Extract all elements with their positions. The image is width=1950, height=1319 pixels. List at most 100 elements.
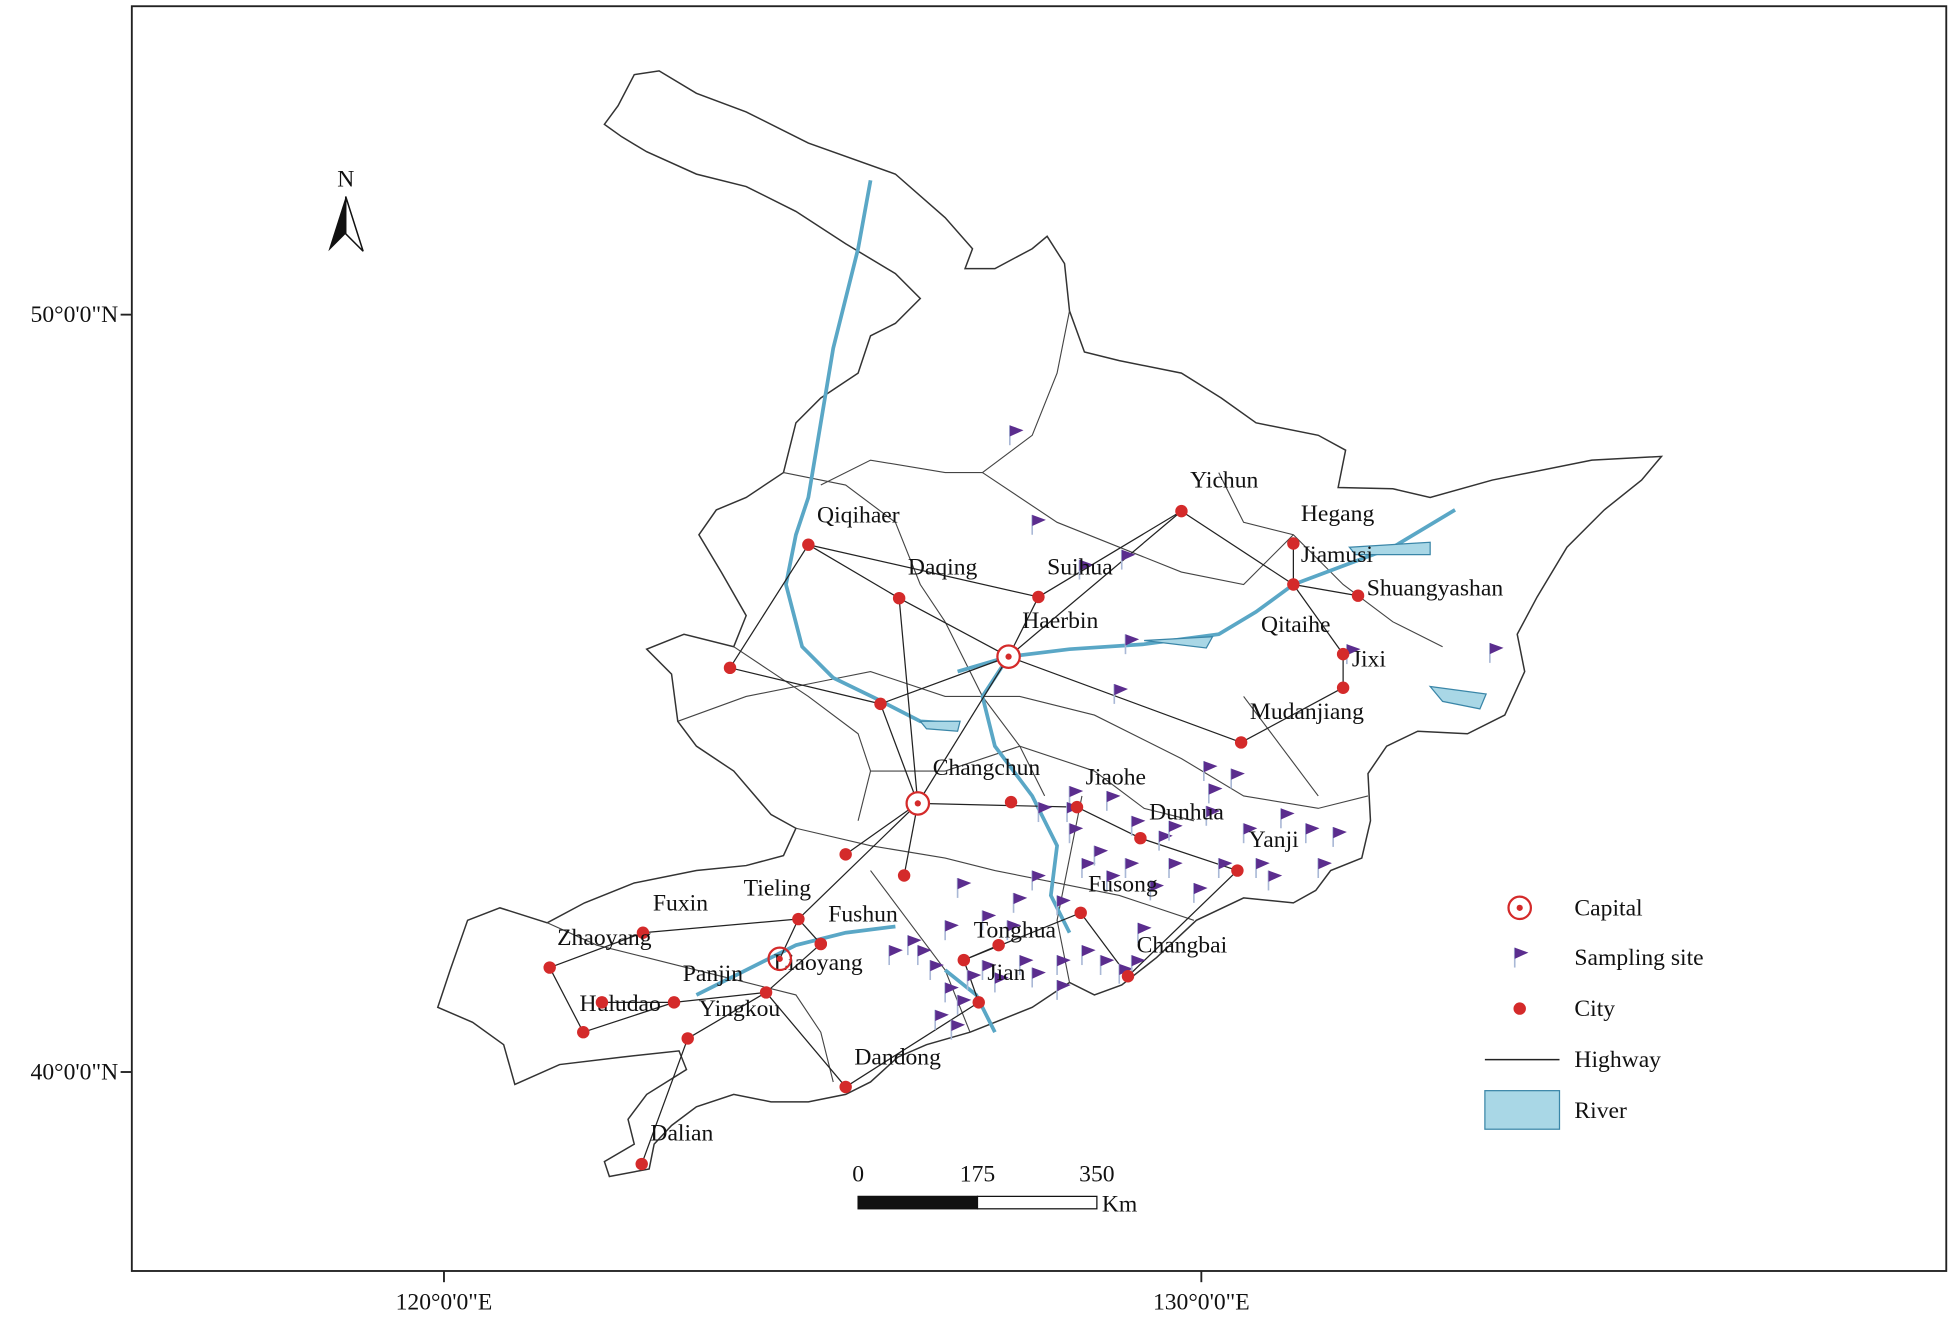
sampling-site (1100, 955, 1115, 967)
city-dot (1234, 736, 1248, 749)
highway (583, 1001, 675, 1033)
sampling-site (1032, 870, 1046, 882)
legend-label: City (1574, 996, 1615, 1022)
sampling-site (1069, 785, 1084, 798)
sampling-site (1013, 892, 1028, 905)
city-label: Yanji (1249, 827, 1300, 853)
city-dot (635, 1157, 648, 1171)
highway (549, 967, 584, 1033)
river (695, 924, 896, 997)
sampling-site (1206, 805, 1220, 818)
river (980, 655, 1072, 934)
legend-label: River (1574, 1098, 1627, 1124)
highway (687, 991, 767, 1039)
north-label: N (337, 167, 354, 193)
border (1218, 472, 1443, 648)
border (870, 745, 1195, 822)
sampling-site (1489, 642, 1504, 655)
sampling-site (994, 972, 1009, 984)
sampling-site (1057, 979, 1071, 992)
highway (1076, 806, 1141, 839)
sampling-site (1057, 895, 1071, 907)
sampling-site (1038, 802, 1053, 814)
highway (729, 544, 809, 669)
scale-tick-label: 350 (1079, 1161, 1114, 1187)
city-dot (792, 912, 805, 926)
city-dot (595, 996, 609, 1009)
lake (1348, 541, 1431, 556)
sampling-site (1305, 823, 1320, 835)
highway (1038, 510, 1182, 598)
city-dot (957, 953, 971, 967)
city-dot (1032, 590, 1045, 604)
border (783, 472, 946, 623)
sampling-site (1007, 920, 1022, 932)
highway (808, 544, 900, 599)
legend-label: Capital (1574, 895, 1643, 921)
legend-city (1513, 1002, 1526, 1015)
city-label: Changbai (1137, 933, 1228, 959)
lat-label: 50°0'0"N (31, 302, 119, 328)
border (795, 827, 1195, 921)
highway (898, 598, 919, 804)
capital-marker (767, 946, 793, 972)
border (820, 310, 1071, 486)
highway (879, 703, 919, 804)
sampling-site (1125, 858, 1140, 870)
city-dot (1175, 504, 1188, 518)
sampling-site (1243, 823, 1258, 835)
sampling-site (1256, 858, 1270, 870)
city-label: Qiqihaer (817, 502, 900, 528)
city-label: Huludao (580, 991, 661, 1017)
highway (641, 1038, 689, 1165)
border (733, 646, 872, 821)
sampling-site (957, 878, 972, 890)
border (677, 670, 1369, 809)
city-label: Jixi (1352, 647, 1387, 673)
city-dot (839, 1080, 852, 1094)
city-label: Mudanjiang (1250, 699, 1364, 725)
legend-river (1484, 1090, 1561, 1130)
sampling-site (982, 960, 997, 972)
city-label: Fuxin (653, 890, 708, 916)
scale-tick-label: 0 (852, 1161, 864, 1187)
city-label: Jiaohe (1086, 765, 1146, 791)
sampling-site (930, 960, 944, 972)
highway (845, 1001, 980, 1088)
sampling-site (1268, 870, 1283, 882)
sampling-site (935, 1009, 949, 1022)
highway (898, 597, 1009, 658)
city-dot (1121, 970, 1135, 983)
sampling-site (957, 994, 972, 1007)
city-dot (814, 937, 828, 951)
sampling-site (907, 935, 922, 947)
highway (1293, 583, 1359, 597)
highway (1181, 510, 1294, 586)
legend: Capital Sampling site City Highway River (1484, 895, 1704, 1130)
sampling-site (1169, 858, 1183, 870)
sampling-site (1150, 880, 1165, 892)
highway (917, 802, 1077, 808)
lake (1144, 636, 1214, 649)
sampling-site (1280, 808, 1295, 820)
sampling-site (1137, 922, 1152, 934)
highway (797, 802, 919, 920)
north-arrow-left (328, 196, 346, 252)
sampling-site (1125, 634, 1140, 646)
highway (1292, 584, 1344, 655)
highway (642, 918, 799, 934)
city-dot (1351, 589, 1365, 602)
lake (1428, 685, 1488, 710)
highway (1240, 687, 1344, 743)
city-label: Zhaoyang (557, 925, 652, 951)
city-dot (839, 848, 852, 861)
highway (765, 943, 822, 993)
sampling-site (1081, 945, 1096, 957)
sampling-site (1032, 514, 1046, 527)
lon-label: 130°0'0"E (1153, 1290, 1250, 1316)
highway (1127, 870, 1238, 977)
city-dot (1336, 647, 1350, 661)
sampling-site (1208, 783, 1223, 795)
highway (963, 944, 999, 961)
